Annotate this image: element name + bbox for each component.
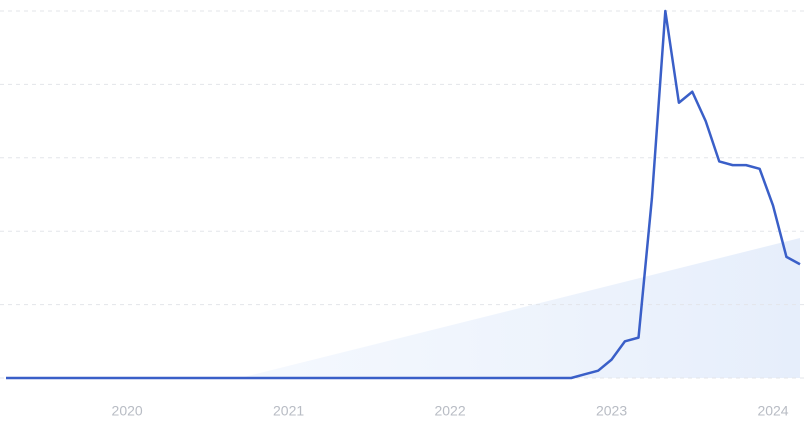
- trend-line: [6, 9, 801, 380]
- x-tick-label: 2024: [757, 403, 788, 419]
- x-tick-label: 2021: [273, 403, 304, 419]
- background-shade: [240, 238, 800, 378]
- x-tick-label: 2022: [434, 403, 465, 419]
- x-tick-label: 2020: [112, 403, 143, 419]
- x-tick-label: 2023: [596, 403, 627, 419]
